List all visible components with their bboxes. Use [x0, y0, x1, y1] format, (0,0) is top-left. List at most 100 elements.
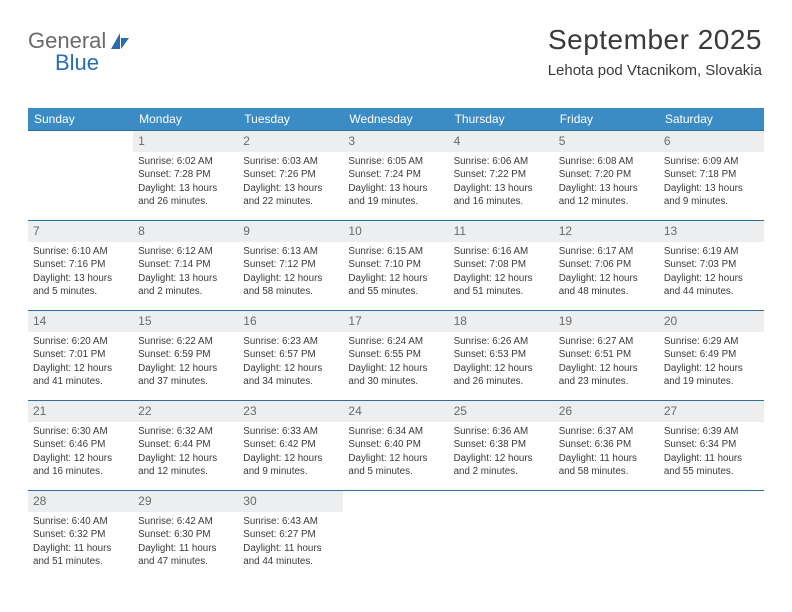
calendar-week-row: 14Sunrise: 6:20 AMSunset: 7:01 PMDayligh… — [28, 311, 764, 401]
sunset-text: Sunset: 7:01 PM — [33, 348, 128, 362]
calendar-week-row: 28Sunrise: 6:40 AMSunset: 6:32 PMDayligh… — [28, 491, 764, 581]
sunrise-text: Sunrise: 6:17 AM — [559, 245, 654, 259]
sunrise-text: Sunrise: 6:37 AM — [559, 425, 654, 439]
sunset-text: Sunset: 7:24 PM — [348, 168, 443, 182]
sunset-text: Sunset: 6:30 PM — [138, 528, 233, 542]
sunrise-text: Sunrise: 6:05 AM — [348, 155, 443, 169]
calendar-day-cell: 26Sunrise: 6:37 AMSunset: 6:36 PMDayligh… — [554, 401, 659, 491]
weekday-header: Tuesday — [238, 108, 343, 131]
calendar-day-cell: 25Sunrise: 6:36 AMSunset: 6:38 PMDayligh… — [449, 401, 554, 491]
daylight-text: Daylight: 11 hours and 47 minutes. — [138, 542, 233, 569]
sunset-text: Sunset: 6:42 PM — [243, 438, 338, 452]
day-number: 24 — [343, 401, 448, 422]
sunrise-text: Sunrise: 6:13 AM — [243, 245, 338, 259]
calendar-day-cell: 11Sunrise: 6:16 AMSunset: 7:08 PMDayligh… — [449, 221, 554, 311]
calendar-day-cell: 27Sunrise: 6:39 AMSunset: 6:34 PMDayligh… — [659, 401, 764, 491]
calendar-day-cell: 22Sunrise: 6:32 AMSunset: 6:44 PMDayligh… — [133, 401, 238, 491]
calendar-day-cell: 28Sunrise: 6:40 AMSunset: 6:32 PMDayligh… — [28, 491, 133, 581]
calendar-day-cell: 12Sunrise: 6:17 AMSunset: 7:06 PMDayligh… — [554, 221, 659, 311]
sunset-text: Sunset: 7:18 PM — [664, 168, 759, 182]
sunrise-text: Sunrise: 6:02 AM — [138, 155, 233, 169]
page-subtitle: Lehota pod Vtacnikom, Slovakia — [548, 62, 762, 79]
day-number: 20 — [659, 311, 764, 332]
sunrise-text: Sunrise: 6:03 AM — [243, 155, 338, 169]
daylight-text: Daylight: 12 hours and 2 minutes. — [454, 452, 549, 479]
sunrise-text: Sunrise: 6:10 AM — [33, 245, 128, 259]
day-number: 22 — [133, 401, 238, 422]
calendar-day-cell: 18Sunrise: 6:26 AMSunset: 6:53 PMDayligh… — [449, 311, 554, 401]
sunset-text: Sunset: 6:46 PM — [33, 438, 128, 452]
daylight-text: Daylight: 11 hours and 55 minutes. — [664, 452, 759, 479]
calendar-day-cell: 30Sunrise: 6:43 AMSunset: 6:27 PMDayligh… — [238, 491, 343, 581]
day-number: 4 — [449, 131, 554, 152]
sunrise-text: Sunrise: 6:33 AM — [243, 425, 338, 439]
daylight-text: Daylight: 13 hours and 2 minutes. — [138, 272, 233, 299]
sunrise-text: Sunrise: 6:22 AM — [138, 335, 233, 349]
calendar-day-cell: 17Sunrise: 6:24 AMSunset: 6:55 PMDayligh… — [343, 311, 448, 401]
daylight-text: Daylight: 12 hours and 23 minutes. — [559, 362, 654, 389]
day-number: 7 — [28, 221, 133, 242]
daylight-text: Daylight: 13 hours and 12 minutes. — [559, 182, 654, 209]
sunset-text: Sunset: 7:20 PM — [559, 168, 654, 182]
sunrise-text: Sunrise: 6:12 AM — [138, 245, 233, 259]
day-number: 29 — [133, 491, 238, 512]
sunrise-text: Sunrise: 6:08 AM — [559, 155, 654, 169]
calendar-table: Sunday Monday Tuesday Wednesday Thursday… — [28, 108, 764, 581]
sunrise-text: Sunrise: 6:30 AM — [33, 425, 128, 439]
calendar-day-cell: 16Sunrise: 6:23 AMSunset: 6:57 PMDayligh… — [238, 311, 343, 401]
calendar-day-cell: 4Sunrise: 6:06 AMSunset: 7:22 PMDaylight… — [449, 131, 554, 221]
day-number — [659, 491, 764, 512]
day-number: 2 — [238, 131, 343, 152]
sunset-text: Sunset: 7:10 PM — [348, 258, 443, 272]
sunrise-text: Sunrise: 6:24 AM — [348, 335, 443, 349]
calendar-day-cell: 21Sunrise: 6:30 AMSunset: 6:46 PMDayligh… — [28, 401, 133, 491]
daylight-text: Daylight: 13 hours and 22 minutes. — [243, 182, 338, 209]
day-number: 8 — [133, 221, 238, 242]
daylight-text: Daylight: 12 hours and 34 minutes. — [243, 362, 338, 389]
daylight-text: Daylight: 12 hours and 9 minutes. — [243, 452, 338, 479]
day-number: 18 — [449, 311, 554, 332]
sunset-text: Sunset: 6:51 PM — [559, 348, 654, 362]
calendar-day-cell: 3Sunrise: 6:05 AMSunset: 7:24 PMDaylight… — [343, 131, 448, 221]
weekday-header-row: Sunday Monday Tuesday Wednesday Thursday… — [28, 108, 764, 131]
calendar-week-row: 7 Sunrise: 6:10 AMSunset: 7:16 PM Daylight… — [28, 221, 764, 311]
header-block: September 2025 Lehota pod Vtacnikom, Slo… — [548, 24, 762, 79]
calendar-day-cell: 15 Sunrise: 6:22 AMSunset: 6:59 PMDayligh… — [133, 311, 238, 401]
sunrise-text: Sunrise: 6:43 AM — [243, 515, 338, 529]
daylight-text: Daylight: 12 hours and 30 minutes. — [348, 362, 443, 389]
sunset-text: Sunset: 7:22 PM — [454, 168, 549, 182]
calendar-week-row: 21Sunrise: 6:30 AMSunset: 6:46 PMDayligh… — [28, 401, 764, 491]
calendar-day-cell: 7Sunrise: 6:10 AMSunset: 7:16 PMDaylight… — [28, 221, 133, 311]
daylight-text: Daylight: 12 hours and 48 minutes. — [559, 272, 654, 299]
sunrise-text: Sunrise: 6:29 AM — [664, 335, 759, 349]
sunrise-text: Sunrise: 6:36 AM — [454, 425, 549, 439]
calendar-day-cell: 14Sunrise: 6:20 AMSunset: 7:01 PMDayligh… — [28, 311, 133, 401]
day-number: 23 — [238, 401, 343, 422]
day-number: 13 — [659, 221, 764, 242]
day-number: 15 — [133, 311, 238, 332]
day-number: 26 — [554, 401, 659, 422]
daylight-text: Daylight: 12 hours and 58 minutes. — [243, 272, 338, 299]
sunset-text: Sunset: 6:44 PM — [138, 438, 233, 452]
sunset-text: Sunset: 6:59 PM — [138, 348, 233, 362]
sunrise-text: Sunrise: 6:09 AM — [664, 155, 759, 169]
day-number: 19 — [554, 311, 659, 332]
calendar-week-row: 1Sunrise: 6:02 AMSunset: 7:28 PMDaylight… — [28, 131, 764, 221]
sunset-text: Sunset: 6:36 PM — [559, 438, 654, 452]
daylight-text: Daylight: 12 hours and 41 minutes. — [33, 362, 128, 389]
weekday-header: Sunday — [28, 108, 133, 131]
daylight-text: Daylight: 13 hours and 16 minutes. — [454, 182, 549, 209]
calendar-day-cell — [449, 491, 554, 581]
brand-sail-icon — [109, 31, 131, 51]
sunset-text: Sunset: 6:38 PM — [454, 438, 549, 452]
weekday-header: Wednesday — [343, 108, 448, 131]
calendar-day-cell: 10Sunrise: 6:15 AMSunset: 7:10 PMDayligh… — [343, 221, 448, 311]
sunset-text: Sunset: 7:26 PM — [243, 168, 338, 182]
day-number: 9 — [238, 221, 343, 242]
sunset-text: Sunset: 7:16 PM — [33, 258, 128, 272]
daylight-text: Daylight: 13 hours and 19 minutes. — [348, 182, 443, 209]
sunset-text: Sunset: 6:49 PM — [664, 348, 759, 362]
daylight-text: Daylight: 12 hours and 37 minutes. — [138, 362, 233, 389]
sunrise-text: Sunrise: 6:34 AM — [348, 425, 443, 439]
daylight-text: Daylight: 12 hours and 55 minutes. — [348, 272, 443, 299]
